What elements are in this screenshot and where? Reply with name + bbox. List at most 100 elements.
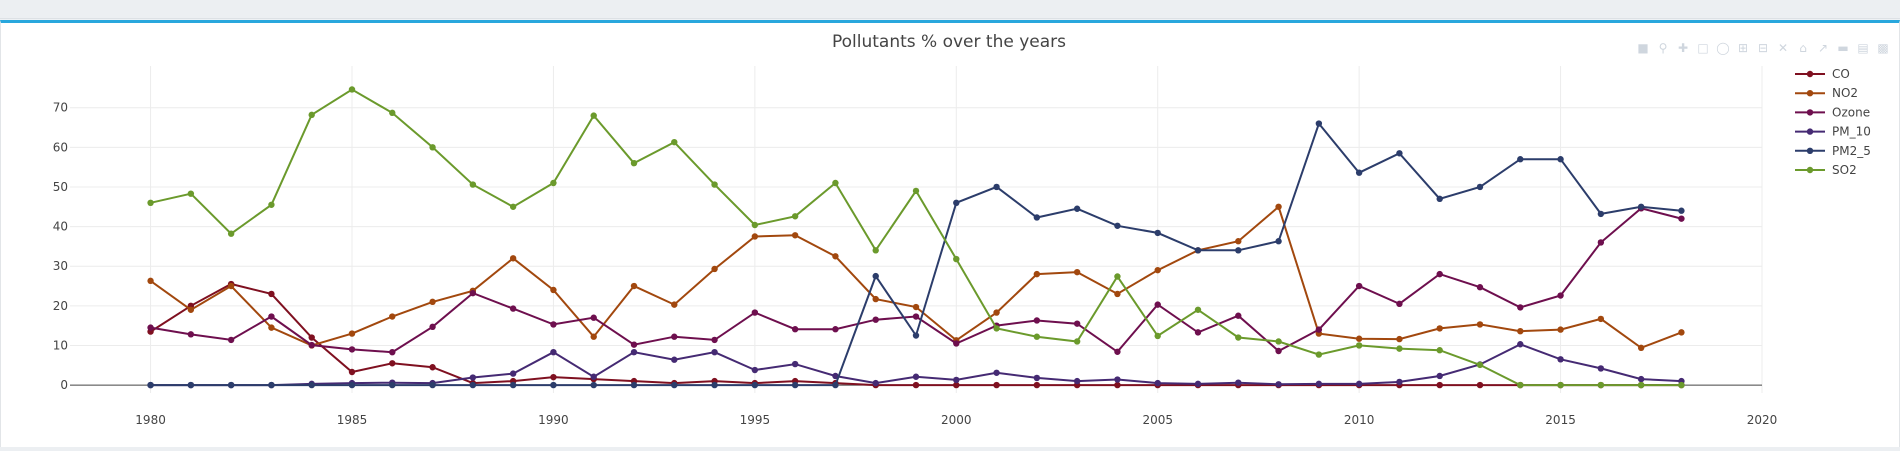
data-point bbox=[469, 181, 477, 188]
data-point bbox=[1396, 378, 1403, 386]
data-point bbox=[1678, 329, 1685, 336]
data-point bbox=[1396, 150, 1403, 157]
data-point bbox=[389, 348, 396, 356]
legend-item[interactable]: PM_10 bbox=[1795, 125, 1871, 139]
data-point bbox=[1517, 327, 1524, 335]
x-tick-label: 1995 bbox=[740, 413, 771, 427]
hover-closest-icon[interactable]: ▬ bbox=[1837, 41, 1849, 55]
data-point bbox=[872, 295, 879, 303]
legend-item[interactable]: NO2 bbox=[1795, 86, 1858, 100]
data-point bbox=[1073, 205, 1081, 212]
data-point bbox=[1436, 347, 1443, 354]
data-point bbox=[791, 326, 799, 333]
data-point bbox=[1235, 334, 1242, 341]
camera-icon[interactable]: ■ bbox=[1637, 41, 1649, 55]
data-point bbox=[832, 372, 839, 380]
x-tick-label: 2010 bbox=[1344, 413, 1375, 427]
home-icon[interactable]: ⌂ bbox=[1799, 41, 1807, 55]
data-point bbox=[912, 303, 920, 311]
zoom-out-icon[interactable]: ⊟ bbox=[1757, 41, 1769, 55]
data-point bbox=[630, 159, 638, 167]
legend-item[interactable]: SO2 bbox=[1795, 163, 1857, 177]
data-point bbox=[147, 199, 154, 206]
autoscale-icon[interactable]: ✕ bbox=[1777, 41, 1789, 55]
data-point bbox=[509, 203, 517, 210]
data-point bbox=[1033, 374, 1041, 382]
y-tick-label: 50 bbox=[53, 180, 68, 194]
data-point bbox=[469, 374, 477, 381]
data-point bbox=[1517, 304, 1524, 311]
data-point bbox=[1678, 207, 1685, 214]
data-point bbox=[993, 381, 1000, 389]
legend-item[interactable]: PM2_5 bbox=[1795, 144, 1871, 158]
data-point bbox=[227, 381, 235, 389]
lasso-icon[interactable]: ◯ bbox=[1716, 41, 1730, 55]
data-point bbox=[147, 324, 154, 331]
data-point bbox=[227, 336, 235, 344]
data-point bbox=[1517, 341, 1524, 348]
data-point bbox=[953, 340, 960, 347]
y-tick-label: 40 bbox=[53, 220, 68, 234]
data-point bbox=[791, 213, 799, 220]
legend-item[interactable]: CO bbox=[1795, 67, 1850, 81]
legend-marker bbox=[1806, 166, 1814, 174]
data-point bbox=[751, 233, 759, 240]
data-point bbox=[1557, 156, 1564, 163]
pan-icon[interactable]: ✚ bbox=[1677, 41, 1689, 55]
data-point bbox=[590, 314, 597, 321]
plotly-logo-icon[interactable]: ▩ bbox=[1877, 41, 1889, 55]
data-point bbox=[308, 334, 315, 341]
data-point bbox=[832, 253, 839, 260]
data-point bbox=[1637, 203, 1645, 210]
data-point bbox=[791, 232, 799, 239]
zoom-icon[interactable]: ⚲ bbox=[1658, 41, 1668, 55]
data-point bbox=[389, 109, 396, 117]
data-point bbox=[832, 381, 839, 389]
y-tick-label: 20 bbox=[53, 299, 68, 313]
data-point bbox=[590, 381, 597, 389]
data-point bbox=[550, 286, 557, 294]
data-point bbox=[1396, 300, 1403, 308]
data-point bbox=[1194, 329, 1202, 336]
x-tick-label: 2015 bbox=[1545, 413, 1576, 427]
data-point bbox=[1355, 282, 1363, 290]
data-point bbox=[872, 316, 879, 323]
data-point bbox=[912, 381, 920, 389]
y-tick-label: 0 bbox=[60, 378, 68, 392]
data-point bbox=[469, 381, 477, 389]
data-point bbox=[1557, 381, 1564, 389]
data-point bbox=[187, 190, 195, 197]
legend-item[interactable]: Ozone bbox=[1795, 105, 1870, 119]
box-select-icon[interactable]: □ bbox=[1697, 41, 1709, 55]
data-point bbox=[630, 348, 638, 356]
data-point bbox=[590, 373, 597, 380]
data-point bbox=[1557, 356, 1564, 363]
x-tick-label: 1980 bbox=[135, 413, 166, 427]
legend-label: NO2 bbox=[1832, 86, 1858, 100]
data-point bbox=[993, 183, 1000, 191]
data-point bbox=[993, 369, 1000, 376]
zoom-in-icon[interactable]: ⊞ bbox=[1737, 41, 1749, 55]
data-point bbox=[630, 282, 638, 290]
spike-icon[interactable]: ↗ bbox=[1817, 41, 1829, 55]
data-point bbox=[308, 381, 315, 389]
data-point bbox=[630, 341, 638, 348]
data-point bbox=[711, 348, 718, 356]
data-point bbox=[1315, 120, 1323, 127]
data-point bbox=[1396, 345, 1403, 352]
data-point bbox=[1476, 321, 1484, 328]
data-point bbox=[1154, 229, 1161, 237]
data-point bbox=[1637, 381, 1645, 389]
data-point bbox=[308, 341, 315, 349]
data-point bbox=[550, 179, 557, 187]
data-point bbox=[1637, 375, 1645, 383]
data-point bbox=[1597, 365, 1605, 372]
hover-compare-icon[interactable]: ▤ bbox=[1857, 41, 1869, 55]
x-tick-label: 2020 bbox=[1747, 413, 1778, 427]
data-point bbox=[1114, 273, 1121, 280]
data-point bbox=[429, 323, 436, 331]
data-point bbox=[590, 333, 597, 340]
data-point bbox=[1275, 338, 1282, 345]
legend-marker bbox=[1806, 147, 1814, 154]
data-point bbox=[1476, 183, 1484, 191]
